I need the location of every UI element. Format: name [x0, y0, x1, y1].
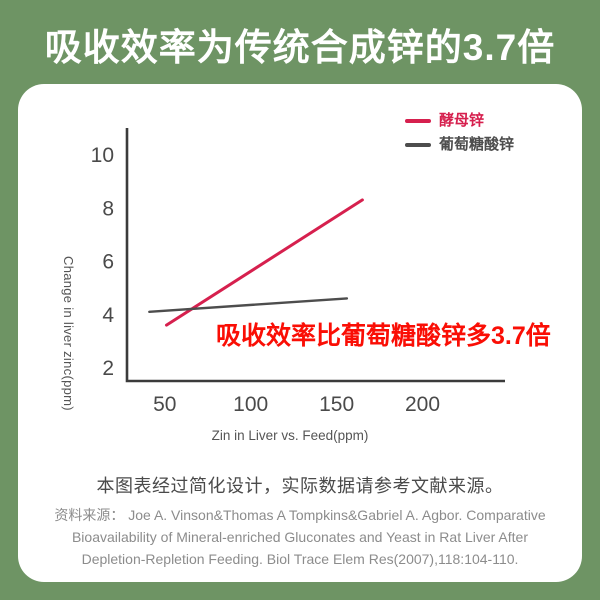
chart-annotation: 吸收效率比葡萄糖酸锌多3.7倍: [216, 322, 551, 350]
y-axis-label: Change in liver zinc(ppm): [61, 256, 76, 411]
note-text: 本图表经过简化设计，实际数据请参考文献来源。: [96, 476, 504, 496]
svg-text:8: 8: [102, 197, 114, 220]
citation-line-1: 资料来源： Joe A. Vinson&Thomas A Tompkins&Ga…: [54, 507, 546, 523]
legend-item-yeast-zinc: 酵母锌: [405, 113, 514, 128]
svg-text:200: 200: [405, 393, 440, 416]
legend-line-swatch-yeast-zinc: [405, 118, 431, 123]
svg-text:100: 100: [233, 393, 268, 416]
citation: 资料来源： Joe A. Vinson&Thomas A Tompkins&Ga…: [18, 504, 582, 570]
citation-line-2: Bioavailability of Mineral-enriched Gluc…: [71, 529, 529, 545]
line-chart: 2 4 6 8 10 50 100 150 200: [91, 128, 505, 416]
svg-text:50: 50: [153, 393, 176, 416]
legend-item-zinc-gluconate: 葡萄糖酸锌: [405, 137, 514, 152]
x-axis-label: Zin in Liver vs. Feed(ppm): [211, 428, 369, 443]
svg-text:2: 2: [102, 357, 114, 380]
legend-line-swatch-zinc-gluconate: [405, 142, 431, 147]
svg-text:4: 4: [102, 304, 114, 327]
svg-text:6: 6: [102, 251, 114, 274]
chart-legend: 酵母锌 葡萄糖酸锌: [405, 113, 514, 161]
page-title: 吸收效率为传统合成锌的3.7倍: [44, 27, 556, 68]
legend-label-zinc-gluconate: 葡萄糖酸锌: [439, 136, 515, 153]
citation-line-3: Depletion-Repletion Feeding. Biol Trace …: [81, 551, 519, 567]
svg-text:10: 10: [91, 144, 114, 167]
chart-card: 2 4 6 8 10 50 100 150 200 Change in liver zinc(p…: [18, 84, 582, 582]
legend-label-yeast-zinc: 酵母锌: [439, 112, 485, 129]
svg-text:150: 150: [319, 393, 354, 416]
